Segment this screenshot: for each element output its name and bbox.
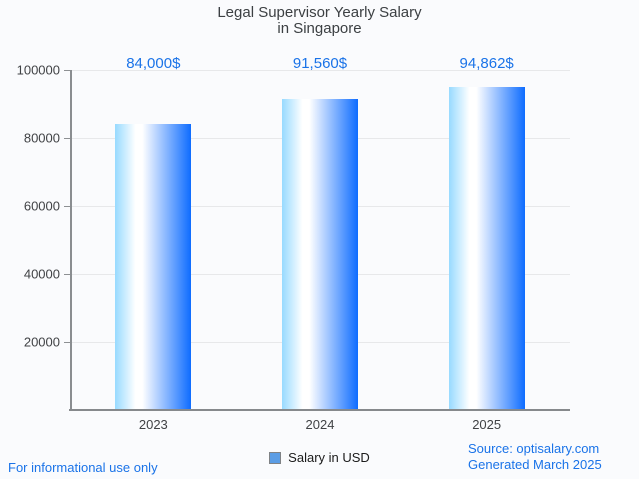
y-tick-mark [64,137,70,139]
y-axis-line [70,70,72,410]
chart-title-line1: Legal Supervisor Yearly Salary [217,4,422,21]
x-axis-line [69,409,570,411]
bar-value-label: 84,000$ [126,55,181,72]
legend-label: Salary in USD [288,450,370,465]
source-block: Source: optisalary.com Generated March 2… [468,441,602,473]
legend-swatch-icon [269,451,282,464]
x-axis-label: 2025 [472,417,502,432]
y-tick-mark [64,69,70,71]
salary-bar [448,87,525,410]
y-axis-label: 100000 [16,62,60,78]
source-text: Source: optisalary.com [468,441,600,456]
gridline [70,69,570,71]
salary-bar [115,124,192,410]
chart-title: Legal Supervisor Yearly Salary in Singap… [0,5,639,37]
disclaimer-text: For informational use only [8,460,158,475]
y-tick-mark [64,273,70,275]
bar-value-label: 91,560$ [292,55,348,72]
y-axis-label: 20000 [23,334,60,350]
y-tick-mark [64,341,70,343]
x-axis-label: 2023 [138,417,168,432]
chart-title-line2: in Singapore [277,20,362,37]
legend: Salary in USD [0,450,639,465]
bar-value-label: 94,862$ [459,55,514,72]
y-axis-label: 80000 [23,130,60,146]
y-axis-label: 60000 [23,198,60,214]
generated-text: Generated March 2025 [468,457,602,472]
salary-bar [282,98,358,410]
y-tick-mark [64,205,70,207]
plot-area: 20000 40000 60000 80000 100000 84,000$ 2023 91,… [17,56,570,432]
x-axis-label: 2024 [305,417,335,432]
y-axis-label: 40000 [23,266,60,282]
